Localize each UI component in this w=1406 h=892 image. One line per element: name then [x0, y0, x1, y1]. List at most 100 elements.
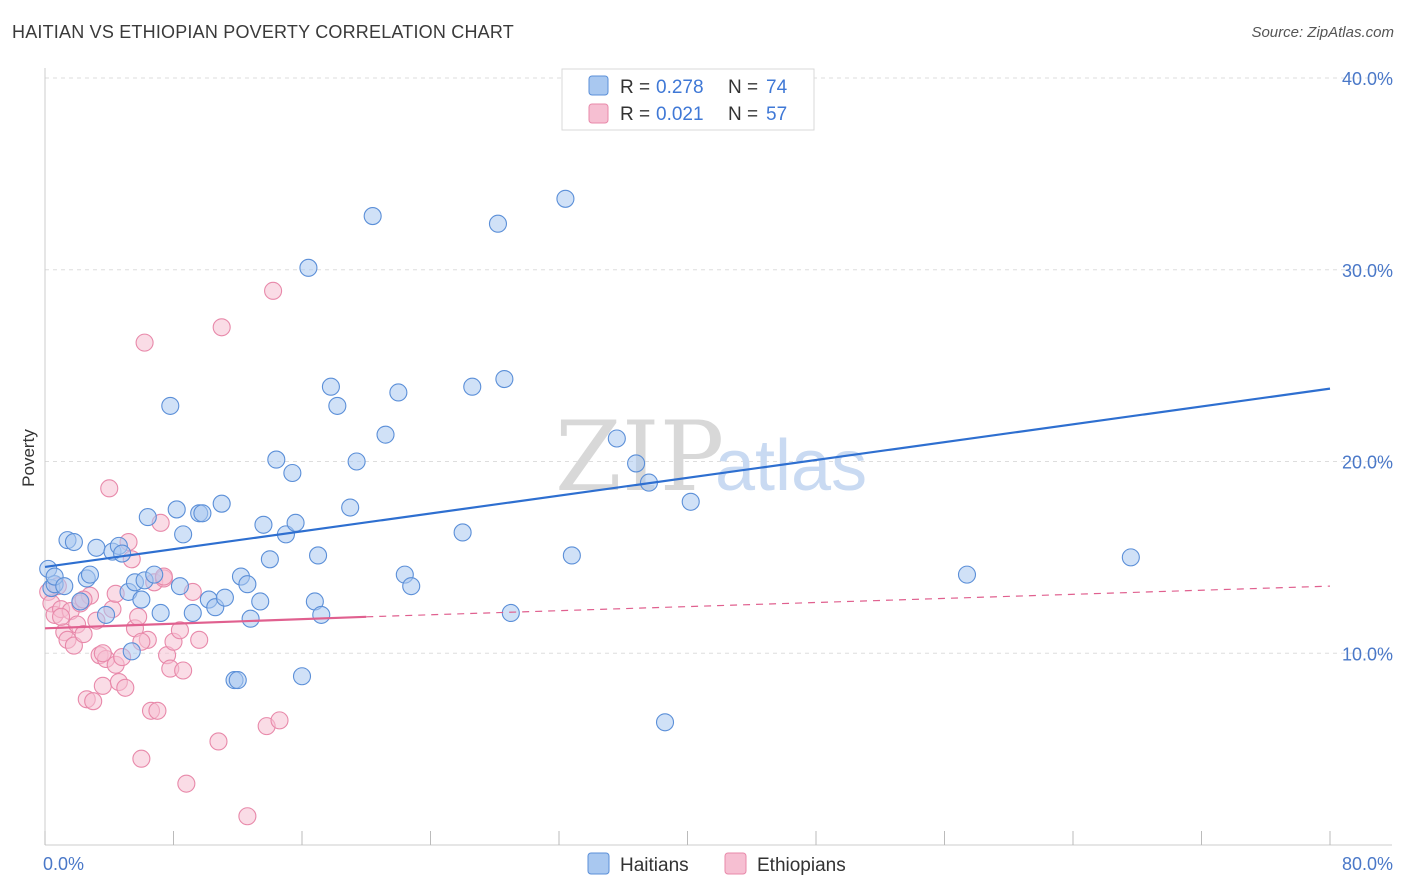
haitians-point: [501, 603, 520, 623]
bottom-legend: Haitians Ethiopians: [587, 852, 846, 876]
haitians-point: [170, 577, 189, 596]
haitians-point: [347, 452, 366, 471]
haitians-point: [260, 550, 279, 569]
y-tick-label: 30.0%: [1342, 261, 1393, 281]
y-axis-label: Poverty: [19, 429, 38, 487]
ethiopians-point: [238, 807, 257, 826]
haitians-point: [681, 492, 700, 511]
haitians-point: [212, 494, 231, 513]
haitians-point: [463, 377, 482, 396]
haitians-point: [64, 532, 83, 552]
ethiopians-point: [116, 678, 135, 697]
haitians-point: [267, 450, 286, 469]
legend-ethiopians-r-value: 0.021: [656, 104, 704, 125]
watermark-atlas: atlas: [715, 426, 867, 506]
haitians-point: [286, 513, 305, 532]
x-tick-label: 0.0%: [43, 854, 84, 874]
bottom-legend-haitians-label: Haitians: [620, 855, 689, 876]
legend-haitians-swatch: [588, 75, 609, 96]
haitians-point: [138, 508, 157, 527]
legend-ethiopians-r-label: R =: [620, 104, 650, 125]
haitians-point: [453, 523, 472, 542]
haitians-point: [251, 592, 270, 611]
haitians-point: [161, 396, 180, 415]
haitians-point: [321, 377, 340, 396]
haitians-point: [495, 369, 514, 389]
haitians-trend-line: [44, 387, 1331, 569]
haitians-point: [228, 671, 247, 690]
haitians-point: [254, 515, 273, 534]
axes: [44, 68, 1392, 846]
trend-lines: [44, 387, 1331, 630]
haitians-point: [389, 383, 408, 402]
haitians-point: [167, 500, 186, 519]
haitians-point: [627, 454, 646, 473]
haitians-point: [71, 592, 90, 611]
ethiopians-point: [84, 692, 103, 711]
haitians-point: [113, 544, 132, 563]
ethiopians-trend-extension: [366, 585, 1331, 618]
ethiopians-point: [190, 630, 209, 649]
ethiopians-point: [174, 661, 193, 680]
haitians-point: [80, 565, 100, 584]
haitians-point: [87, 538, 106, 557]
haitians-point: [562, 546, 581, 565]
haitians-point: [241, 609, 260, 628]
haitians-point: [132, 590, 151, 609]
ethiopians-point: [135, 333, 154, 352]
x-tick-label: 80.0%: [1342, 854, 1393, 874]
watermark: ZIP atlas: [555, 401, 867, 513]
haitians-point: [174, 525, 193, 544]
haitians-point: [1121, 548, 1140, 567]
haitians-point: [363, 207, 382, 226]
legend-ethiopians-n-label: N =: [728, 104, 758, 125]
legend-ethiopians-swatch: [588, 103, 609, 124]
legend-haitians-n-label: N =: [728, 77, 758, 98]
haitians-point: [238, 575, 257, 594]
ethiopians-trend-line: [44, 615, 367, 630]
haitians-point: [96, 605, 116, 624]
ethiopians-point: [270, 711, 289, 730]
haitians-point: [655, 713, 675, 732]
ethiopians-point: [100, 479, 119, 498]
haitians-point: [488, 214, 508, 233]
haitians-point: [341, 498, 360, 517]
haitians-point: [402, 577, 421, 596]
haitians-point: [328, 396, 347, 415]
ethiopians-point: [264, 281, 283, 300]
ethiopians-point: [177, 774, 196, 793]
haitians-point: [283, 463, 302, 483]
legend-box: R = 0.278 N = 74 R = 0.021 N = 57: [561, 68, 815, 131]
tick-labels: 10.0% 20.0% 30.0% 40.0% 0.0% 80.0%: [43, 69, 1393, 874]
legend-haitians-r-label: R =: [620, 77, 650, 98]
haitians-point: [122, 642, 141, 661]
bottom-legend-haitians-swatch: [587, 852, 610, 875]
haitians-point: [193, 504, 212, 523]
haitians-point: [151, 603, 170, 623]
ethiopians-point: [93, 644, 112, 663]
haitians-point: [312, 605, 331, 624]
haitians-point: [145, 565, 164, 584]
bottom-legend-ethiopians-label: Ethiopians: [757, 855, 846, 876]
ethiopians-point: [129, 607, 148, 626]
haitians-point: [299, 258, 318, 277]
haitians-point: [292, 667, 312, 686]
chart-title: HAITIAN VS ETHIOPIAN POVERTY CORRELATION…: [12, 22, 514, 42]
ethiopians-point: [148, 701, 167, 720]
y-tick-label: 20.0%: [1342, 453, 1393, 473]
ethiopians-points: [39, 281, 289, 826]
y-tick-label: 40.0%: [1342, 69, 1393, 89]
ethiopians-point: [132, 749, 151, 768]
ethiopians-point: [93, 676, 112, 695]
legend-haitians-r-value: 0.278: [656, 77, 704, 98]
haitians-point: [215, 588, 234, 607]
ethiopians-point: [74, 625, 93, 644]
haitians-point: [607, 429, 626, 448]
haitians-point: [183, 603, 202, 623]
legend-haitians-n-value: 74: [766, 77, 788, 98]
ethiopians-point: [209, 732, 228, 751]
source-label: Source: ZipAtlas.com: [1251, 24, 1394, 41]
haitians-point: [957, 565, 977, 584]
ethiopians-point: [212, 318, 231, 337]
gridlines: [45, 77, 1392, 654]
